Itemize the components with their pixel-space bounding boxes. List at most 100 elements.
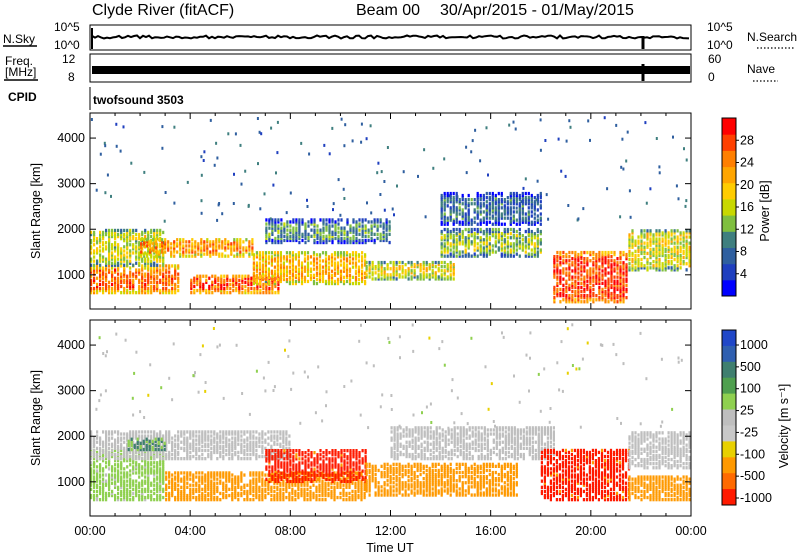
velocity-band-6 [390, 426, 555, 461]
freq-tick-bottom: 8 [68, 70, 75, 84]
velocity-colorbar: 1000 500 100 25 -25 -100 -500 -1000 [721, 329, 772, 506]
velocity-sparse-echoes [95, 323, 683, 430]
power-colorbar-step-7 [722, 166, 736, 184]
velocity-band-9 [628, 431, 691, 470]
power-colorbar-step-3 [722, 231, 736, 248]
velocity-colorbar-label-3: 25 [740, 404, 754, 418]
velocity-ylabel: Slant Range [km] [29, 370, 43, 466]
power-band-2 [140, 238, 254, 258]
y-tick-label-0: 1000 [57, 268, 85, 282]
x-tick-label-2: 08:00 [275, 524, 306, 538]
velocity-colorbar-step-3 [722, 377, 736, 395]
power-colorbar-label-3: 16 [740, 200, 754, 214]
power-colorbar-step-5 [722, 198, 736, 216]
velocity-colorbar-label-5: -100 [740, 447, 765, 461]
power-colorbar-label-0: 4 [740, 267, 747, 281]
power-colorbar: 4 8 12 16 20 24 28 [721, 117, 754, 297]
xlabel: Time UT [366, 541, 414, 554]
nsky-trace-line [91, 34, 690, 40]
velocity-band-7 [540, 448, 631, 502]
power-colorbar-label-1: 8 [740, 245, 747, 259]
power-ylabel: Slant Range [km] [29, 163, 43, 259]
velocity-colorbar-label-2: 100 [740, 382, 761, 396]
power-colorbar-label-6: 28 [740, 133, 754, 147]
nsearch-tick-bottom: 10^0 [707, 38, 733, 52]
nsearch-tick-top: 10^5 [707, 20, 733, 34]
power-band-10 [628, 229, 691, 272]
freq-tick-top: 12 [62, 52, 76, 66]
freq-strip-frame [89, 53, 692, 83]
x-tick-label-5: 20:00 [575, 524, 606, 538]
nsearch-label: N.Search [747, 30, 797, 44]
station-title: Clyde River (fitACF) [92, 2, 234, 19]
cpid-label: CPID [8, 90, 37, 104]
y-tick-label-2: 3000 [57, 177, 85, 191]
velocity-colorbar-step-6 [722, 425, 736, 442]
velocity-colorbar-step-8 [722, 457, 736, 474]
cpid-value: twofsound 3503 [93, 93, 184, 107]
y-tick-label-1: 2000 [57, 429, 85, 443]
x-tick-label-6: 00:00 [675, 524, 706, 538]
power-colorbar-step-0 [722, 279, 736, 297]
velocity-colorbar-step-4 [722, 393, 736, 410]
nave-tick-top: 60 [708, 52, 722, 66]
velocity-colorbar-label-1: 500 [740, 360, 761, 374]
x-tick-label-3: 12:00 [375, 524, 406, 538]
nsky-strip-frame [89, 24, 692, 51]
velocity-colorbar-step-10 [722, 489, 736, 506]
power-colorbar-step-4 [722, 215, 736, 232]
power-band-8 [440, 191, 542, 226]
velocity-band-8 [628, 475, 691, 502]
power-colorbar-label-5: 24 [740, 156, 754, 170]
y-tick-label-3: 4000 [57, 338, 85, 352]
power-colorbar-label: Power [dB] [758, 180, 772, 241]
velocity-band-5 [365, 462, 518, 497]
velocity-band-2 [127, 437, 166, 452]
velocity-colorbar-label-0: 1000 [740, 338, 768, 352]
x-tick-label-0: 00:00 [74, 524, 105, 538]
velocity-colorbar-step-2 [722, 361, 736, 379]
power-colorbar-label-2: 12 [740, 222, 754, 236]
power-band-9 [553, 250, 628, 304]
power-band-7 [440, 227, 542, 258]
power-colorbar-step-8 [722, 150, 736, 168]
velocity-colorbar-label-7: -1000 [740, 491, 772, 505]
power-colorbar-label-4: 20 [740, 178, 754, 192]
velocity-colorbar-frame [721, 329, 737, 506]
nsky-tick-top: 10^5 [54, 20, 80, 34]
power-colorbar-step-6 [722, 182, 736, 200]
velocity-band-1 [90, 430, 291, 461]
power-colorbar-step-1 [722, 263, 736, 281]
nsky-trace [91, 28, 690, 49]
power-heatmap [90, 116, 691, 304]
power-band-4 [252, 251, 367, 286]
y-tick-label-2: 3000 [57, 384, 85, 398]
power-band-5 [265, 218, 391, 245]
velocity-colorbar-label-4: -25 [740, 425, 758, 439]
nsky-label: N.Sky [3, 32, 35, 46]
freq-label: Freq. [5, 54, 33, 68]
power-axes: 1000 2000 3000 4000 [57, 113, 692, 309]
velocity-colorbar-step-7 [722, 441, 736, 458]
power-colorbar-step-2 [722, 247, 736, 265]
y-tick-label-0: 1000 [57, 475, 85, 489]
y-tick-label-3: 4000 [57, 131, 85, 145]
time-axis: 00:00 04:00 08:00 12:00 16:00 20:00 00:00 [74, 524, 706, 538]
nave-label: Nave [747, 62, 775, 76]
velocity-heatmap [90, 323, 691, 502]
power-colorbar-step-10 [722, 118, 736, 135]
velocity-band-4 [265, 449, 367, 484]
x-tick-label-1: 04:00 [175, 524, 206, 538]
velocity-colorbar-label: Velocity [m s⁻¹] [777, 384, 791, 468]
nsky-tick-bottom: 10^0 [54, 38, 80, 52]
velocity-colorbar-step-5 [722, 409, 736, 426]
freq-trace [92, 66, 690, 74]
power-colorbar-step-9 [722, 134, 736, 151]
velocity-axes: 1000 2000 3000 4000 [57, 320, 692, 516]
velocity-colorbar-step-9 [722, 473, 736, 490]
date-range: 30/Apr/2015 - 01/May/2015 [440, 2, 634, 19]
velocity-colorbar-step-0 [722, 330, 736, 347]
power-band-0 [90, 264, 180, 295]
power-band-6 [365, 260, 455, 281]
